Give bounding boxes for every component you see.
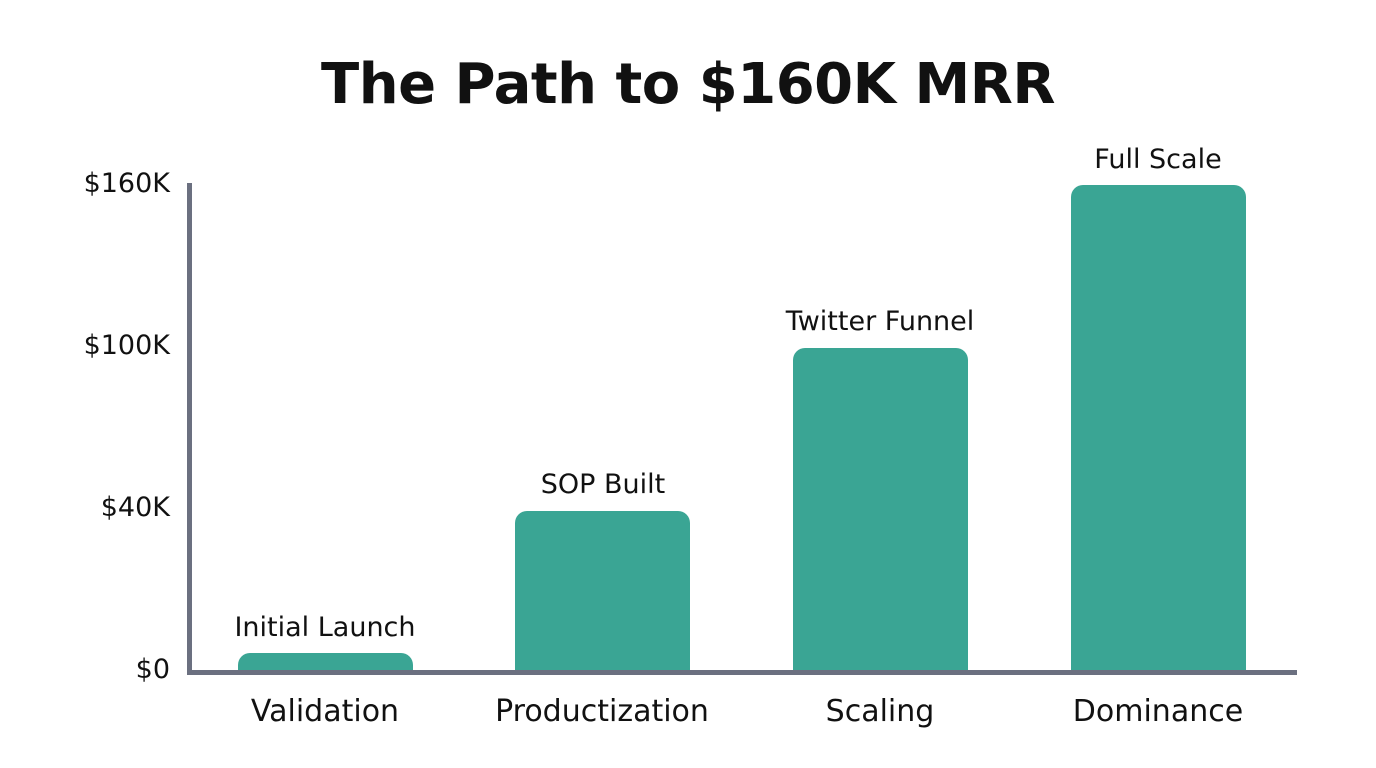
y-tick-0: $0 bbox=[135, 654, 170, 685]
bar-label-twitter-funnel: Twitter Funnel bbox=[785, 306, 975, 337]
bar-validation bbox=[238, 653, 413, 670]
bar-scaling bbox=[793, 348, 968, 670]
bar-dominance bbox=[1071, 185, 1246, 670]
bar-label-full-scale: Full Scale bbox=[1094, 144, 1222, 175]
bar-label-initial-launch: Initial Launch bbox=[234, 612, 416, 643]
bar-label-sop-built: SOP Built bbox=[540, 469, 666, 500]
x-label-dominance: Dominance bbox=[1072, 694, 1244, 729]
x-axis-line bbox=[187, 670, 1297, 675]
chart-title: The Path to $160K MRR bbox=[321, 52, 1055, 117]
x-label-scaling: Scaling bbox=[825, 694, 935, 729]
y-tick-100k: $100K bbox=[83, 330, 170, 361]
bar-productization bbox=[515, 511, 690, 670]
y-axis-line bbox=[187, 183, 192, 675]
y-tick-160k: $160K bbox=[83, 168, 170, 199]
x-label-validation: Validation bbox=[250, 694, 400, 729]
y-tick-40k: $40K bbox=[100, 492, 170, 523]
x-label-productization: Productization bbox=[495, 694, 709, 729]
